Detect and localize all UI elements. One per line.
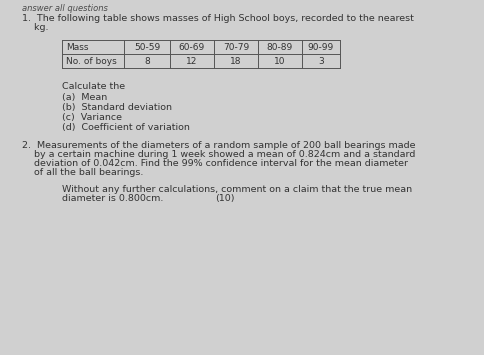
Text: (a)  Mean: (a) Mean xyxy=(62,93,107,102)
Text: 10: 10 xyxy=(273,56,285,66)
Text: answer all questions: answer all questions xyxy=(22,4,107,13)
Text: (c)  Variance: (c) Variance xyxy=(62,113,122,122)
Text: diameter is 0.800cm.: diameter is 0.800cm. xyxy=(62,194,163,203)
Text: Without any further calculations, comment on a claim that the true mean: Without any further calculations, commen… xyxy=(62,185,411,194)
Text: (b)  Standard deviation: (b) Standard deviation xyxy=(62,103,172,112)
Text: 12: 12 xyxy=(186,56,197,66)
Text: 90-99: 90-99 xyxy=(307,43,333,51)
Text: No. of boys: No. of boys xyxy=(66,56,117,66)
Text: Calculate the: Calculate the xyxy=(62,82,125,91)
Text: 18: 18 xyxy=(230,56,241,66)
Text: kg.: kg. xyxy=(22,23,48,32)
Text: 70-79: 70-79 xyxy=(223,43,249,51)
Text: 60-69: 60-69 xyxy=(179,43,205,51)
Text: 2.  Measurements of the diameters of a random sample of 200 ball bearings made: 2. Measurements of the diameters of a ra… xyxy=(22,141,415,150)
Text: 1.  The following table shows masses of High School boys, recorded to the neares: 1. The following table shows masses of H… xyxy=(22,14,413,23)
Text: (d)  Coefficient of variation: (d) Coefficient of variation xyxy=(62,123,189,132)
Text: by a certain machine during 1 week showed a mean of 0.824cm and a standard: by a certain machine during 1 week showe… xyxy=(22,150,414,159)
Text: (10): (10) xyxy=(214,194,234,203)
Text: 3: 3 xyxy=(318,56,323,66)
Text: 80-89: 80-89 xyxy=(266,43,292,51)
Text: deviation of 0.042cm. Find the 99% confidence interval for the mean diameter: deviation of 0.042cm. Find the 99% confi… xyxy=(22,159,407,168)
Text: 50-59: 50-59 xyxy=(134,43,160,51)
Text: 8: 8 xyxy=(144,56,150,66)
Text: Mass: Mass xyxy=(66,43,88,51)
Text: of all the ball bearings.: of all the ball bearings. xyxy=(22,168,143,177)
